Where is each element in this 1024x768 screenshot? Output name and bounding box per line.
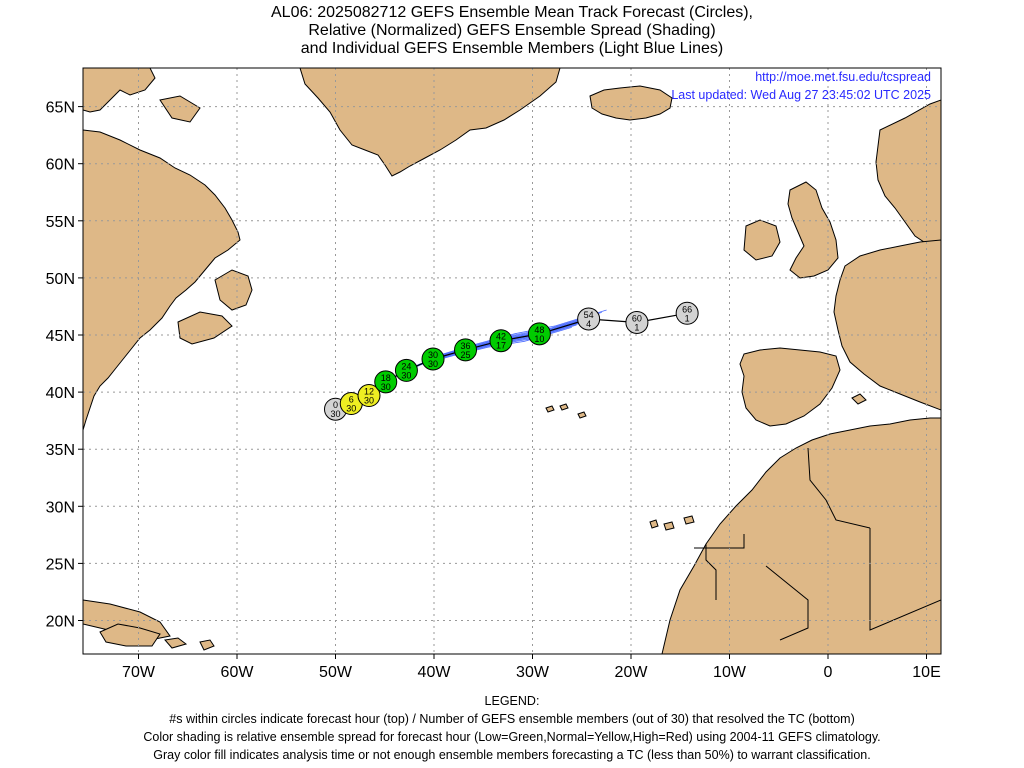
lat-tick-label: 40N — [46, 385, 75, 402]
land-iceland — [589, 85, 673, 121]
legend-line-3: Gray color fill indicates analysis time … — [153, 748, 871, 762]
member-count-label: 4 — [586, 319, 591, 329]
land-africa — [661, 417, 941, 654]
lat-tick-label: 20N — [46, 614, 75, 631]
latitude-ticks: 65N 60N 55N 50N 45N 40N 35N 30N 25N 20N — [46, 100, 83, 631]
land-greenland — [299, 68, 561, 177]
track-circle — [675, 301, 699, 325]
map-title-line-2: Relative (Normalized) GEFS Ensemble Spre… — [308, 22, 716, 39]
legend-line-1: #s within circles indicate forecast hour… — [169, 712, 855, 726]
track-circle — [357, 384, 381, 408]
member-count-label: 1 — [685, 313, 690, 323]
lon-tick-label: 10E — [912, 664, 940, 681]
member-count-label: 10 — [534, 334, 544, 344]
map-title-line-3: and Individual GEFS Ensemble Members (Li… — [300, 40, 724, 57]
forecast-hour-label: 18 — [381, 373, 391, 383]
forecast-hour-label: 0 — [333, 400, 338, 410]
member-count-label: 17 — [496, 341, 506, 351]
track-circle — [454, 338, 478, 362]
track-circle — [489, 329, 513, 353]
track-circle — [374, 370, 398, 394]
source-url[interactable]: http://moe.met.fsu.edu/tcspread — [755, 70, 931, 84]
forecast-hour-label: 42 — [496, 332, 506, 342]
land-scandinavia — [875, 99, 941, 251]
member-count-label: 30 — [364, 396, 374, 406]
lon-tick-label: 50W — [319, 664, 353, 681]
forecast-hour-label: 60 — [632, 313, 642, 323]
member-count-label: 30 — [346, 404, 356, 414]
forecast-hour-label: 48 — [534, 325, 544, 335]
track-circle — [625, 310, 649, 334]
track-circle — [394, 358, 418, 382]
member-count-label: 25 — [461, 350, 471, 360]
lon-tick-label: 20W — [615, 664, 649, 681]
member-count-label: 1 — [634, 322, 639, 332]
land-great-britain — [787, 181, 839, 279]
forecast-hour-label: 54 — [584, 310, 594, 320]
member-count-label: 30 — [381, 382, 391, 392]
lat-lon-grid — [83, 68, 941, 654]
member-count-label: 30 — [401, 370, 411, 380]
lon-tick-label: 10W — [713, 664, 747, 681]
land-masses — [83, 68, 941, 654]
forecast-hour-label: 24 — [401, 361, 411, 371]
lat-tick-label: 25N — [46, 556, 75, 573]
lon-tick-label: 40W — [418, 664, 452, 681]
land-iberia — [739, 347, 841, 427]
country-borders — [694, 447, 941, 641]
track-circle — [527, 322, 551, 346]
lat-tick-label: 55N — [46, 214, 75, 231]
forecast-hour-label: 12 — [364, 387, 374, 397]
lon-tick-label: 70W — [122, 664, 156, 681]
map-frame — [82, 67, 942, 655]
longitude-ticks: 70W 60W 50W 40W 30W 20W 10W 0 10E — [122, 654, 941, 681]
forecast-hour-label: 6 — [349, 395, 354, 405]
map-title-line-1: AL06: 2025082712 GEFS Ensemble Mean Trac… — [271, 4, 753, 21]
lon-tick-label: 0 — [824, 664, 833, 681]
lat-tick-label: 30N — [46, 499, 75, 516]
forecast-hour-label: 36 — [461, 341, 471, 351]
land-north-america — [83, 129, 241, 431]
track-circles: 0306301230183024303030362542174810544601… — [324, 301, 699, 421]
lat-tick-label: 50N — [46, 271, 75, 288]
member-count-label: 30 — [330, 409, 340, 419]
land-newfoundland — [214, 269, 253, 311]
lat-tick-label: 60N — [46, 157, 75, 174]
member-count-label: 30 — [428, 359, 438, 369]
last-updated: Last updated: Wed Aug 27 23:45:02 UTC 20… — [671, 88, 931, 102]
land-arctic-canada — [83, 68, 156, 113]
lat-tick-label: 65N — [46, 100, 75, 117]
forecast-hour-label: 30 — [428, 350, 438, 360]
legend-heading: LEGEND: — [484, 694, 540, 708]
lon-tick-label: 60W — [221, 664, 255, 681]
track-circle — [421, 347, 445, 371]
lat-tick-label: 35N — [46, 442, 75, 459]
land-europe — [833, 239, 941, 411]
legend-line-2: Color shading is relative ensemble sprea… — [143, 730, 881, 744]
lon-tick-label: 30W — [516, 664, 550, 681]
track-circle — [577, 307, 601, 331]
forecast-hour-label: 66 — [682, 304, 692, 314]
lat-tick-label: 45N — [46, 328, 75, 345]
